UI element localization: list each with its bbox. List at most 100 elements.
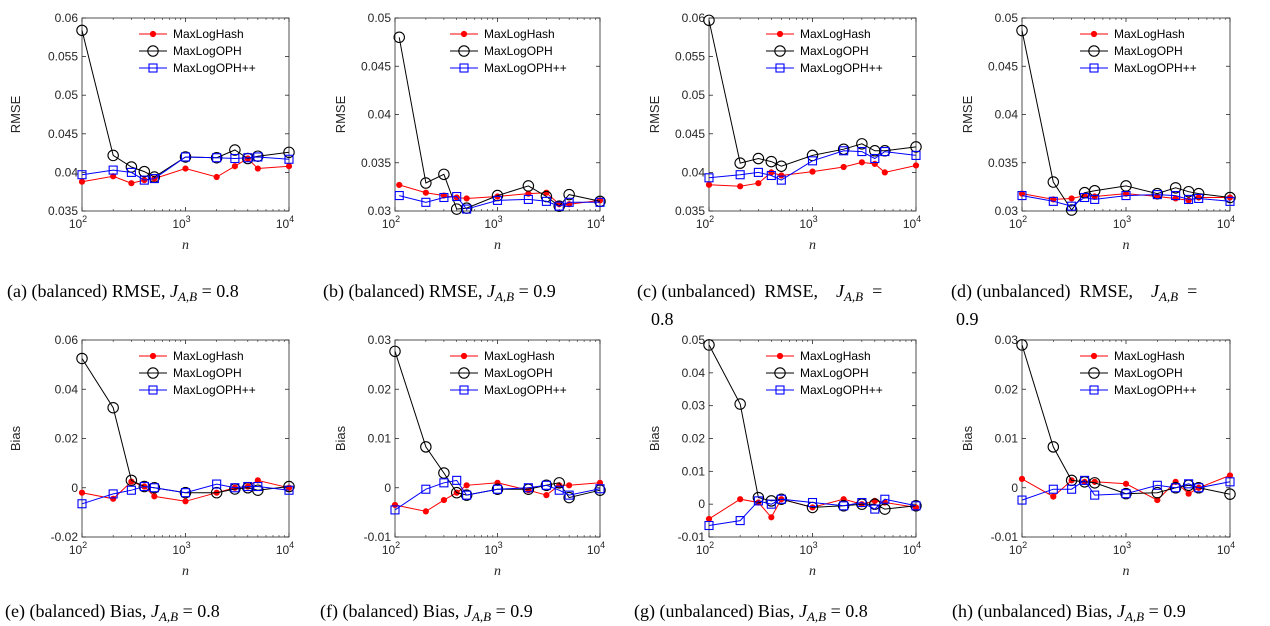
data-point [704, 173, 714, 183]
legend-marker [458, 367, 470, 379]
data-point [778, 172, 785, 179]
data-point [1047, 441, 1060, 453]
data-point [541, 196, 551, 206]
data-point [753, 496, 763, 506]
data-point [180, 152, 191, 162]
y-tick-label: 0.02 [682, 432, 706, 446]
data-point [566, 482, 573, 489]
data-point [1194, 483, 1204, 493]
legend-marker [1088, 45, 1100, 57]
x-tick-label: 102 [1009, 540, 1027, 557]
y-tick-label: 0.035 [361, 156, 391, 170]
series-line [394, 479, 601, 511]
data-point [210, 486, 223, 499]
data-point [912, 162, 920, 169]
data-point [705, 181, 713, 188]
legend: MaxLogHash MaxLogOPH MaxLogOPH++ [139, 349, 256, 397]
y-axis-label: Bias [333, 425, 348, 451]
series-maxlogophpp [704, 494, 921, 531]
legend-marker [149, 352, 157, 360]
legend-marker [148, 63, 158, 73]
x-axis-label: n [182, 564, 189, 579]
series-line [708, 150, 917, 181]
data-point [77, 170, 87, 180]
x-tick-label: 104 [903, 214, 921, 231]
legend-marker [460, 30, 468, 38]
data-point [1016, 24, 1028, 37]
series-line [1021, 194, 1231, 207]
legend-label: MaxLogHash [484, 349, 555, 363]
legend-label: MaxLogOPH [484, 366, 553, 380]
series-line [708, 20, 917, 167]
caption-5: (f) (balanced) Bias, JA,B = 0.9 [320, 601, 533, 624]
legend-label: MaxLogHash [800, 349, 871, 363]
y-tick-label: 0.04 [55, 382, 79, 396]
data-point [837, 500, 850, 512]
data-point [1017, 191, 1027, 201]
data-point [1169, 182, 1182, 194]
x-tick-label: 104 [276, 540, 294, 557]
data-point [460, 489, 473, 501]
data-point [1091, 193, 1098, 200]
data-point [1152, 190, 1162, 200]
data-point [1080, 192, 1090, 203]
data-point [1121, 489, 1131, 499]
data-point [283, 480, 295, 493]
data-point [553, 477, 565, 489]
data-point [253, 481, 263, 492]
legend-marker [458, 45, 470, 57]
y-tick-label: 0.05 [55, 88, 79, 102]
data-point [440, 496, 448, 504]
data-point [1171, 191, 1181, 201]
series-maxlogoph [1016, 24, 1236, 216]
data-point [213, 173, 220, 181]
caption-3: (d) (unbalanced) RMSE, JA,B = [951, 281, 1197, 304]
data-point [1048, 196, 1058, 206]
legend-marker [775, 385, 785, 395]
data-point [1225, 477, 1235, 487]
x-axis-label: n [809, 238, 816, 253]
data-point [394, 191, 404, 201]
data-point [910, 500, 922, 512]
y-tick-label: 0 [71, 481, 78, 495]
data-point [595, 197, 605, 207]
chart-panel-6: -0.01 0 0.01 0.02 0.03 0.04 0.05 102 103 104 n Bias… [634, 333, 922, 624]
legend-label: MaxLogOPH++ [800, 61, 883, 75]
data-point [1090, 194, 1100, 204]
series-maxlogophpp [77, 479, 294, 509]
legend: MaxLogHash MaxLogOPH MaxLogOPH++ [450, 349, 567, 397]
data-point [809, 168, 816, 175]
data-point [108, 489, 118, 499]
data-point [138, 165, 151, 178]
y-axis-label: Bias [8, 425, 23, 451]
data-point [1121, 191, 1131, 201]
data-point [1080, 475, 1090, 485]
data-point [755, 180, 762, 187]
y-tick-label: 0.045 [361, 59, 391, 73]
y-tick-label: 0.03 [995, 204, 1019, 218]
data-point [180, 488, 191, 498]
data-point [522, 180, 535, 192]
data-point [1065, 204, 1078, 216]
x-axis-label: n [1123, 238, 1130, 253]
legend-label: MaxLogHash [173, 349, 244, 363]
y-axis-label: RMSE [960, 95, 975, 133]
data-point [1048, 484, 1058, 494]
series-maxloghash [705, 159, 920, 190]
y-tick-label: 0.06 [55, 11, 79, 25]
data-point [563, 491, 575, 504]
y-tick-label: 0.05 [368, 11, 392, 25]
data-point [541, 480, 551, 490]
data-point [393, 31, 405, 44]
y-tick-label: 0.02 [368, 382, 392, 396]
data-point [243, 481, 253, 492]
chart-panel-0: 0.035 0.04 0.045 0.05 0.055 0.06 102 103 104 n RMS… [7, 11, 295, 304]
data-point [420, 441, 432, 453]
data-point [252, 484, 264, 496]
legend-marker [149, 30, 157, 38]
data-point [76, 352, 88, 365]
data-point [391, 501, 399, 509]
y-tick-label: 0.06 [682, 11, 706, 25]
data-point [1192, 481, 1205, 494]
data-point [182, 498, 189, 505]
